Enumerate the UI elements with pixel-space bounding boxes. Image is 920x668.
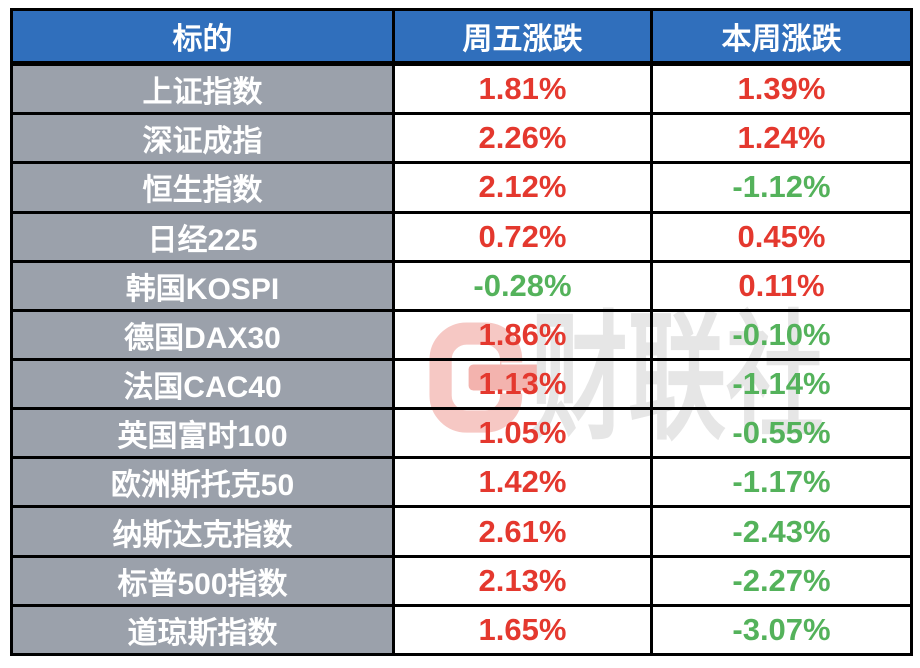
table-row: 恒生指数 2.12% -1.12% [10, 161, 913, 214]
friday-change-value: 1.13% [392, 357, 653, 411]
column-header-friday-change: 周五涨跌 [392, 8, 653, 66]
week-change-value: -0.55% [650, 407, 913, 460]
week-change-value: 1.39% [650, 61, 913, 116]
table-row: 德国DAX30 1.86% -0.10% [10, 308, 913, 361]
friday-change-value: 2.12% [392, 161, 653, 214]
week-change-value: -0.10% [650, 308, 913, 361]
week-change-value: -2.27% [650, 554, 913, 607]
table-row: 上证指数 1.81% 1.39% [10, 61, 913, 116]
row-label: 德国DAX30 [10, 308, 395, 361]
row-label: 标普500指数 [10, 554, 395, 607]
table-row: 标普500指数 2.13% -2.27% [10, 554, 913, 607]
week-change-value: -1.17% [650, 456, 913, 509]
friday-change-value: 0.72% [392, 210, 653, 263]
table-row: 纳斯达克指数 2.61% -2.43% [10, 505, 913, 558]
row-label: 深证成指 [10, 112, 395, 165]
friday-change-value: 2.61% [392, 505, 653, 558]
friday-change-value: 1.65% [392, 603, 653, 657]
row-label: 恒生指数 [10, 161, 395, 214]
friday-change-value: 1.05% [392, 407, 653, 460]
row-label: 法国CAC40 [10, 357, 395, 411]
friday-change-value: -0.28% [392, 259, 653, 312]
table-row: 英国富时100 1.05% -0.55% [10, 407, 913, 460]
friday-change-value: 1.81% [392, 61, 653, 116]
week-change-value: -1.14% [650, 357, 913, 411]
row-label: 英国富时100 [10, 407, 395, 460]
row-label: 韩国KOSPI [10, 259, 395, 312]
row-label: 欧洲斯托克50 [10, 456, 395, 509]
column-header-target: 标的 [10, 8, 395, 66]
friday-change-value: 2.26% [392, 112, 653, 165]
market-table: 标的 周五涨跌 本周涨跌 上证指数 1.81% 1.39% 深证成指 2.26%… [10, 8, 913, 657]
header-row: 标的 周五涨跌 本周涨跌 [10, 8, 913, 66]
table-row: 法国CAC40 1.13% -1.14% [10, 357, 913, 411]
row-label: 纳斯达克指数 [10, 505, 395, 558]
week-change-value: 0.45% [650, 210, 913, 263]
table-row: 日经225 0.72% 0.45% [10, 210, 913, 263]
week-change-value: -3.07% [650, 603, 913, 657]
table-row: 欧洲斯托克50 1.42% -1.17% [10, 456, 913, 509]
row-label: 上证指数 [10, 61, 395, 116]
friday-change-value: 2.13% [392, 554, 653, 607]
table-row: 深证成指 2.26% 1.24% [10, 112, 913, 165]
week-change-value: -2.43% [650, 505, 913, 558]
row-label: 道琼斯指数 [10, 603, 395, 657]
table-row: 道琼斯指数 1.65% -3.07% [10, 603, 913, 657]
row-label: 日经225 [10, 210, 395, 263]
week-change-value: 1.24% [650, 112, 913, 165]
table-row: 韩国KOSPI -0.28% 0.11% [10, 259, 913, 312]
week-change-value: -1.12% [650, 161, 913, 214]
friday-change-value: 1.42% [392, 456, 653, 509]
week-change-value: 0.11% [650, 259, 913, 312]
friday-change-value: 1.86% [392, 308, 653, 361]
column-header-week-change: 本周涨跌 [650, 8, 913, 66]
